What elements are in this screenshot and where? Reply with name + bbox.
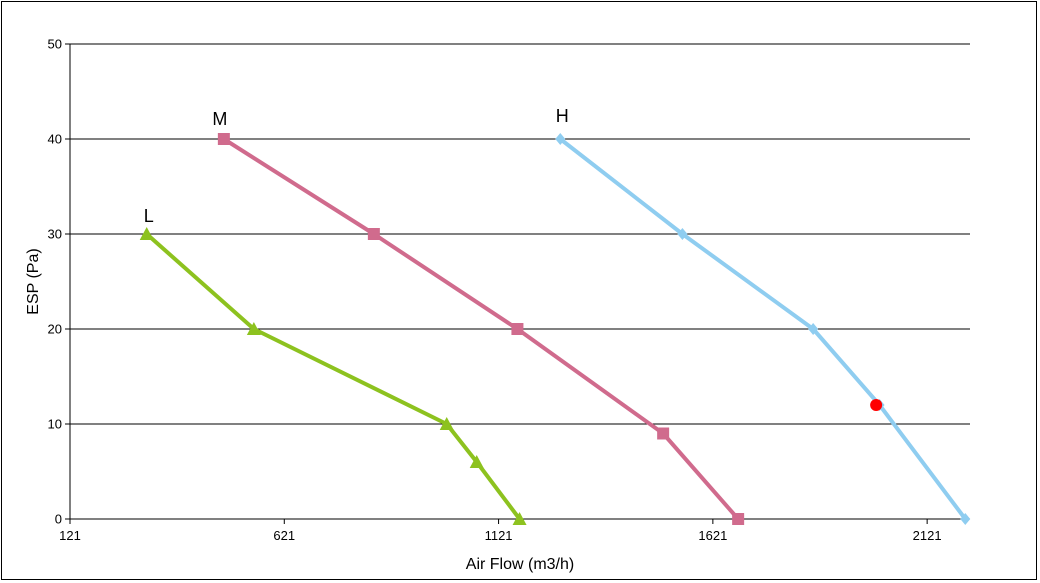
series-label-m: M — [212, 109, 227, 129]
series-group — [139, 133, 971, 525]
series-point-m — [657, 427, 670, 440]
y-axis-title: ESP (Pa) — [25, 248, 42, 314]
series-label-h: H — [556, 106, 569, 126]
operating-point-marker — [870, 399, 883, 411]
x-tick-label: 621 — [273, 528, 295, 543]
series-point-m — [732, 513, 745, 525]
y-tick-label: 20 — [48, 322, 62, 337]
y-tick-label: 0 — [55, 512, 62, 527]
x-tick-label: 121 — [59, 528, 81, 543]
series-point-l — [469, 455, 484, 468]
gridlines — [65, 43, 970, 520]
series-point-l — [439, 417, 454, 430]
series-point-h — [808, 323, 819, 335]
series-point-l — [139, 227, 154, 240]
series-point-m — [367, 228, 380, 240]
series-labels: L M H — [144, 106, 569, 226]
y-tick-label: 10 — [48, 417, 62, 432]
series-line-l — [144, 232, 522, 521]
series-point-m — [217, 133, 230, 145]
series-point-m — [511, 323, 524, 335]
series-label-l: L — [144, 206, 154, 226]
x-tick-label: 1621 — [698, 528, 727, 543]
y-tick-label: 50 — [48, 37, 62, 52]
x-tick-label: 2121 — [913, 528, 942, 543]
x-axis-title: Air Flow (m3/h) — [466, 556, 574, 573]
tick-labels: 0 10 20 30 40 50 121 621 1121 1621 2121 — [48, 37, 942, 544]
series-point-l — [246, 322, 261, 335]
series-point-h — [555, 133, 566, 145]
x-tick-label: 1121 — [485, 528, 513, 543]
series-point-h — [677, 228, 688, 240]
y-tick-label: 40 — [48, 132, 62, 147]
y-tick-label: 30 — [48, 227, 62, 242]
series-point-h — [960, 513, 971, 525]
series-point-l — [512, 512, 527, 525]
